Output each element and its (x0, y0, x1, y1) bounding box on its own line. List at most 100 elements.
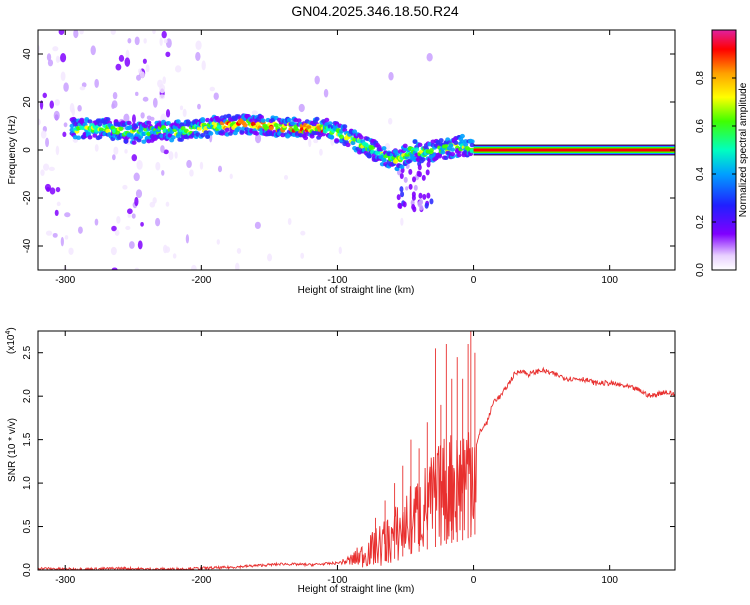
heatmap-speckle (39, 100, 44, 110)
y-tick-label: 40 (22, 48, 33, 60)
heatmap-speckle (426, 53, 433, 62)
heatmap-ridge (118, 126, 124, 131)
snr-exponent-close: ) (6, 327, 17, 330)
heatmap-speckle (52, 232, 58, 238)
heatmap-band (473, 148, 675, 152)
heatmap-speckle (209, 86, 216, 92)
heatmap-speckle (408, 168, 413, 175)
heatmap-ridge (258, 114, 264, 120)
y-tick-label: 0.5 (22, 519, 33, 533)
snr-exponent-base: (x104) (5, 327, 17, 354)
heatmap-speckle (49, 187, 56, 195)
heatmap-speckle (145, 64, 150, 73)
heatmap-ridge (450, 151, 456, 157)
y-tick-label: 2.0 (22, 389, 33, 403)
heatmap-speckle (73, 30, 79, 39)
heatmap-speckle (255, 133, 262, 144)
heatmap-ridge (399, 164, 405, 170)
heatmap-speckle (40, 130, 47, 139)
heatmap-speckle (155, 161, 161, 171)
heatmap-speckle (161, 170, 165, 176)
heatmap-ridge (381, 146, 387, 151)
heatmap-speckle (189, 169, 194, 177)
heatmap-ridge (205, 134, 211, 140)
heatmap-speckle (56, 201, 61, 207)
heatmap-speckle (143, 38, 147, 44)
heatmap-speckle (160, 145, 165, 153)
heatmap-ridge (324, 117, 330, 123)
x-tick-label: 0 (471, 575, 477, 586)
heatmap-speckle (152, 30, 156, 35)
heatmap-speckle (174, 151, 178, 159)
colorbar-label: Normalized spectral amplitude (738, 82, 749, 217)
heatmap-ridge (87, 135, 93, 140)
heatmap-ridge (260, 118, 266, 123)
x-tick-label: -100 (327, 575, 347, 586)
heatmap-speckle (42, 92, 47, 99)
y-tick-label: 0.0 (22, 563, 33, 577)
heatmap-ridge (76, 135, 82, 140)
heatmap-speckle (422, 193, 427, 200)
heatmap-speckle (113, 146, 119, 155)
heatmap-speckle (58, 30, 65, 36)
heatmap-speckle (124, 57, 131, 67)
snr-x-axis: -300 -200 -100 0 100 (55, 331, 618, 586)
heatmap-ridge (314, 116, 320, 122)
snr-xlabel: Height of straight line (km) (298, 584, 415, 595)
heatmap-speckle (115, 63, 122, 71)
heatmap-speckle (55, 145, 60, 156)
heatmap-speckle (127, 213, 131, 218)
heatmap-speckle (400, 191, 405, 198)
heatmap-speckle (236, 247, 242, 254)
heatmap-ridge (146, 120, 152, 125)
heatmap-speckle (111, 100, 118, 109)
heatmap-speckle (408, 183, 413, 190)
heatmap-speckle (63, 82, 69, 92)
y-tick-label: -20 (22, 190, 33, 205)
heatmap-speckle (77, 226, 83, 234)
heatmap-speckle (413, 184, 418, 191)
heatmap-ridge (453, 140, 459, 145)
heatmap-speckle (54, 209, 59, 216)
heatmap-speckle (165, 109, 171, 118)
x-tick-label: -300 (55, 275, 75, 286)
y-tick-label: -40 (22, 238, 33, 253)
heatmap-ridge (87, 119, 93, 124)
heatmap-speckle (251, 110, 258, 115)
heatmap-ridge (350, 140, 356, 146)
heatmap-speckle (267, 253, 273, 262)
heatmap-speckle (94, 144, 99, 152)
heatmap-speckle (429, 198, 434, 205)
heatmap-speckle (139, 71, 145, 79)
spectrogram-xlabel: Height of straight line (km) (298, 285, 415, 296)
heatmap-speckle (338, 246, 342, 255)
heatmap-speckle (388, 117, 393, 125)
heatmap-speckle (142, 96, 149, 102)
snr-y-axis: 0.0 0.5 1.0 1.5 2.0 2.5 (22, 345, 675, 577)
heatmap-speckle (185, 234, 190, 244)
heatmap-speckle (134, 267, 140, 270)
heatmap-ridge (334, 138, 340, 143)
heatmap-ridge (469, 139, 475, 144)
snr-series (38, 331, 675, 570)
heatmap-ridge (306, 125, 312, 130)
heatmap-speckle (68, 247, 74, 255)
heatmap-ridge (175, 119, 181, 124)
heatmap-ridge (254, 131, 260, 136)
heatmap-ridge (456, 152, 462, 158)
heatmap-speckle (195, 40, 202, 51)
heatmap-speckle (313, 139, 319, 144)
heatmap-ridge (242, 123, 248, 128)
heatmap-speckle (398, 203, 403, 210)
heatmap-speckle (53, 110, 60, 121)
heatmap-speckle (63, 122, 68, 128)
heatmap-speckle (79, 30, 84, 35)
heatmap-speckle (161, 30, 167, 39)
heatmap-speckle (111, 225, 117, 232)
heatmap-speckle (168, 151, 174, 161)
heatmap-speckle (314, 75, 320, 85)
snr-line (38, 366, 675, 570)
heatmap-speckle (77, 105, 82, 112)
x-tick-label: -200 (191, 275, 211, 286)
snr-exponent-power: 4 (5, 331, 12, 335)
